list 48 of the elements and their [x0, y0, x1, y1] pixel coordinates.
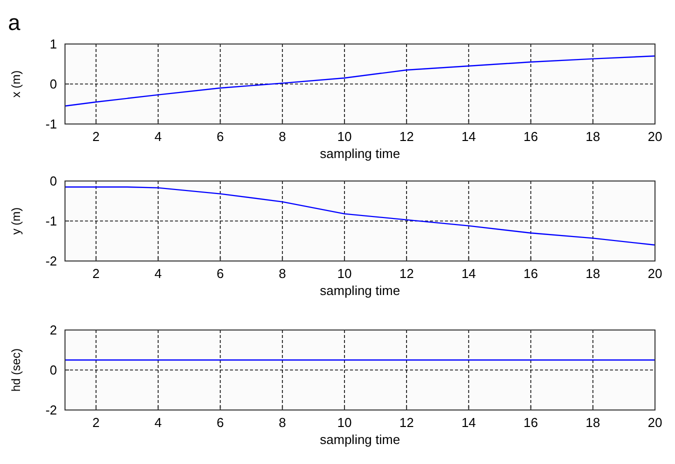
- x-axis-title: sampling time: [320, 283, 400, 298]
- x-tick-label: 14: [461, 415, 476, 430]
- x-tick-label: 16: [524, 129, 538, 144]
- x-tick-label: 6: [216, 129, 224, 144]
- x-tick-label: 4: [154, 266, 162, 281]
- y-tick-label: 0: [50, 362, 57, 378]
- x-tick-label: 18: [586, 129, 600, 144]
- x-tick-label: 2: [92, 415, 100, 430]
- x-tick-label: 2: [92, 129, 100, 144]
- x-tick-label: 8: [278, 129, 286, 144]
- x-tick-label: 20: [648, 129, 662, 144]
- x-tick-label: 18: [586, 266, 600, 281]
- x-tick-label: 12: [399, 415, 414, 430]
- chart-title: a: [8, 10, 21, 35]
- y-tick-label: 0: [50, 174, 57, 189]
- x-tick-label: 4: [154, 415, 162, 430]
- y-tick-label: -1: [45, 214, 57, 229]
- x-axis-title: sampling time: [320, 146, 400, 161]
- line-series: [64, 186, 656, 246]
- x-tick-label: 20: [648, 266, 662, 281]
- x-tick-label: 10: [337, 415, 352, 430]
- y-tick-label: 2: [50, 322, 57, 338]
- x-tick-label: 14: [461, 129, 476, 144]
- x-axis-title: sampling time: [320, 432, 400, 447]
- y-tick-label: 1: [50, 36, 57, 52]
- x-tick-label: 2: [92, 266, 100, 281]
- x-tick-label: 4: [154, 129, 162, 144]
- x-tick-label: 12: [399, 129, 414, 144]
- x-tick-label: 16: [524, 415, 538, 430]
- y-tick-label: 0: [50, 76, 57, 92]
- x-tick-label: 10: [337, 129, 352, 144]
- y-tick-label: -2: [45, 254, 57, 269]
- x-tick-label: 12: [399, 266, 414, 281]
- x-tick-label: 14: [461, 266, 476, 281]
- x-tick-label: 8: [278, 415, 286, 430]
- y-tick-label: -2: [45, 402, 57, 418]
- x-tick-label: 6: [216, 266, 224, 281]
- x-tick-label: 16: [524, 266, 538, 281]
- x-tick-label: 20: [648, 415, 662, 430]
- y-tick-label: -1: [45, 116, 57, 132]
- y-axis-title: hd (sec): [9, 348, 23, 392]
- y-axis-title: x (m): [9, 70, 23, 98]
- line-series: [64, 55, 656, 107]
- y-axis-title: y (m): [9, 207, 23, 235]
- x-tick-label: 8: [278, 266, 286, 281]
- x-tick-label: 10: [337, 266, 352, 281]
- x-tick-label: 6: [216, 415, 224, 430]
- x-tick-label: 18: [586, 415, 600, 430]
